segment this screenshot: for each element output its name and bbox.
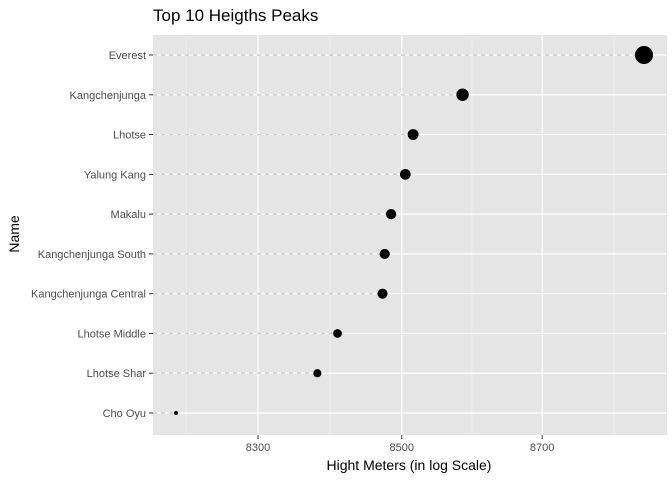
y-axis: Everest Kangchenjunga Lhotse Yalung Kang Mak… bbox=[31, 50, 153, 420]
y-tick-label: Everest bbox=[109, 50, 146, 62]
y-axis-title: Name bbox=[6, 215, 22, 253]
y-tick-label: Makalu bbox=[111, 209, 146, 221]
data-point bbox=[313, 369, 322, 378]
data-point bbox=[399, 168, 411, 180]
y-tick-label: Kangchenjunga South bbox=[38, 249, 146, 261]
y-tick-label: Yalung Kang bbox=[84, 169, 146, 181]
y-tick-label: Kangchenjunga Central bbox=[31, 289, 146, 301]
x-tick-label: 8700 bbox=[530, 442, 554, 454]
data-marks bbox=[153, 46, 653, 415]
y-tick-label: Kangchenjunga bbox=[70, 90, 147, 102]
data-point bbox=[174, 411, 178, 415]
data-point bbox=[635, 46, 653, 64]
plot-panel bbox=[153, 35, 667, 435]
y-tick-label: Lhotse Shar bbox=[87, 368, 147, 380]
x-axis: 8300 8500 8700 bbox=[246, 435, 554, 454]
data-point bbox=[407, 129, 419, 141]
x-tick-label: 8500 bbox=[390, 442, 414, 454]
x-tick-label: 8300 bbox=[246, 442, 270, 454]
y-tick-label: Lhotse Middle bbox=[78, 328, 147, 340]
data-point bbox=[385, 208, 397, 220]
x-axis-title: Hight Meters (in log Scale) bbox=[327, 457, 492, 473]
data-point bbox=[377, 288, 388, 299]
data-point bbox=[379, 248, 390, 259]
y-tick-label: Lhotse bbox=[113, 130, 146, 142]
chart-title: Top 10 Heigths Peaks bbox=[153, 6, 318, 25]
data-point bbox=[456, 88, 469, 101]
data-point bbox=[333, 329, 342, 338]
y-tick-label: Cho Oyu bbox=[103, 408, 146, 420]
